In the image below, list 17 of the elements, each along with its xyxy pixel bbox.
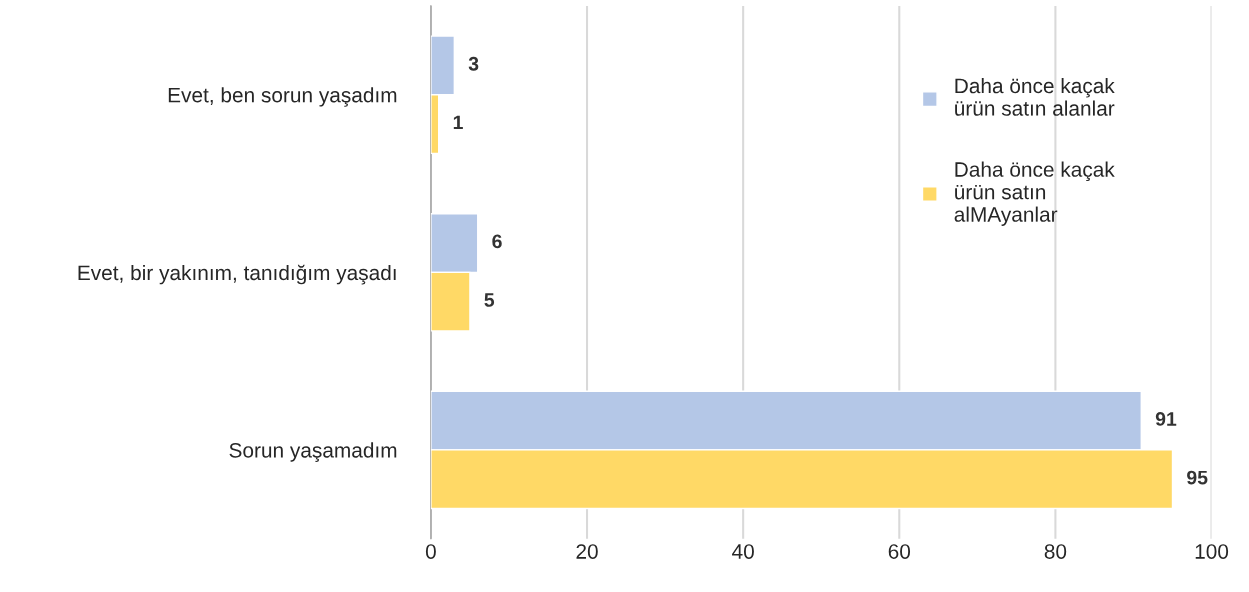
legend-label: Daha önce kaçak ürün satın alanlar [955,77,1115,116]
data-label: 1 [453,115,463,130]
data-label: 91 [1155,412,1177,426]
x-tick-label: 20 [576,544,598,559]
x-tick-label: 60 [888,544,911,559]
x-tick-label: 0 [425,544,436,559]
data-label: 3 [468,56,479,71]
y-tick-label: Evet, ben sorun yaşadım [168,87,397,107]
x-tick-label: 40 [732,544,754,559]
data-label: 6 [492,234,502,249]
x-tick-label: 80 [1044,544,1067,559]
y-tick-label: Sorun yaşamadım [229,442,397,462]
data-label: 95 [1187,470,1208,485]
legend-label: Daha önce kaçak ürün satın alMAyanlar [954,161,1115,226]
data-label: 5 [484,293,495,307]
y-tick-label: Evet, bir yakınım, tanıdığım yaşadı [78,264,396,285]
x-tick-label: 100 [1195,544,1229,559]
